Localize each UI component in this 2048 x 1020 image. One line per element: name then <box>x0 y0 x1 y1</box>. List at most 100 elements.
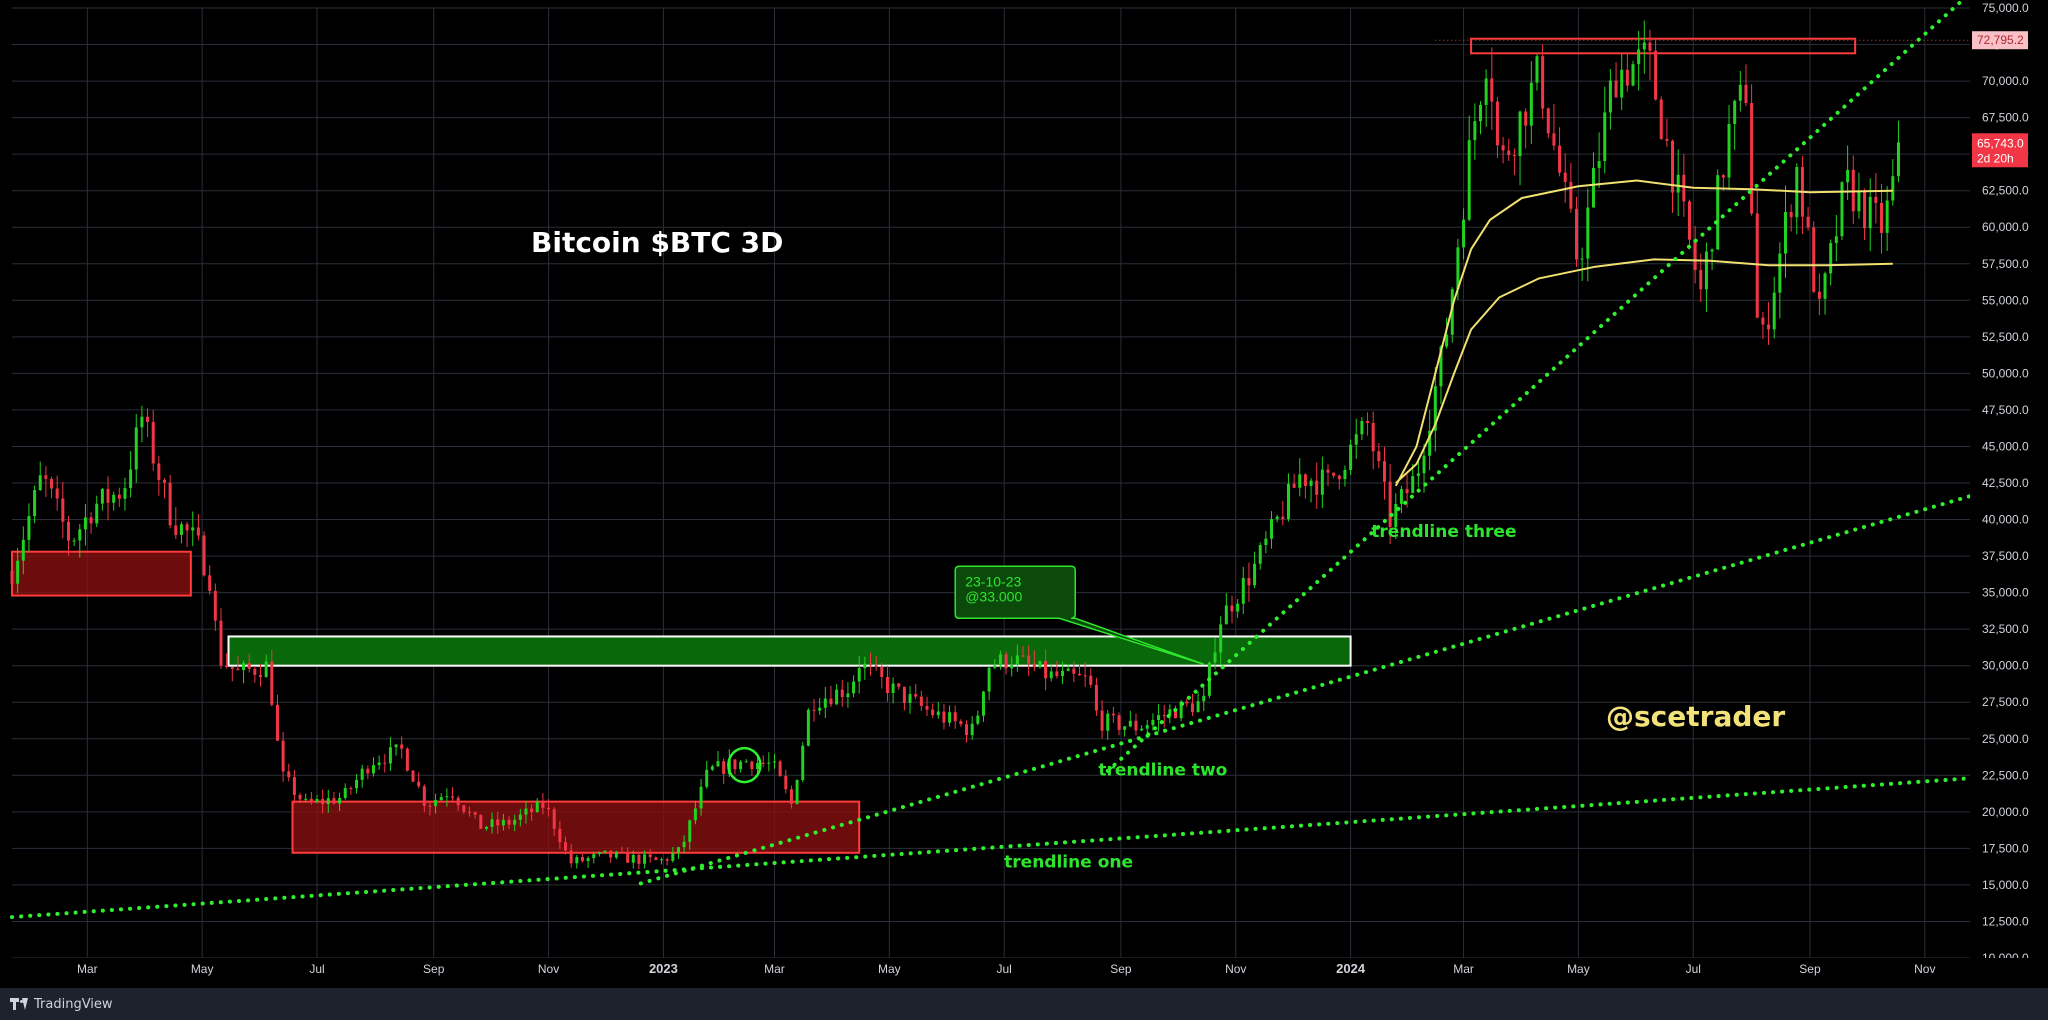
candle-down <box>185 524 189 531</box>
candle-down <box>456 797 460 806</box>
candle-up <box>1123 726 1127 730</box>
candle-down <box>880 666 884 678</box>
candle-up <box>1846 169 1850 183</box>
candle-down <box>1332 472 1336 476</box>
candle-up <box>78 529 82 541</box>
candle-up <box>1704 251 1708 290</box>
candle-up <box>1857 191 1861 212</box>
candle-down <box>1755 213 1759 318</box>
price-tick-label: 62,500.0 <box>1982 184 2029 198</box>
trendline <box>10 776 1970 920</box>
candle-up <box>1783 211 1787 254</box>
candle-down <box>552 809 556 829</box>
candle-up <box>1394 503 1398 528</box>
zones <box>11 37 1857 854</box>
candle-down <box>275 704 279 741</box>
candle-down <box>10 570 14 584</box>
time-tick-label: Sep <box>1799 962 1821 976</box>
candle-down <box>1303 474 1307 487</box>
candle-down <box>547 807 551 810</box>
circle-marker <box>727 746 762 784</box>
watermark-text: @scetrader <box>1606 700 1785 733</box>
candle-up <box>1236 603 1240 612</box>
price-tick-label: 45,000.0 <box>1982 439 2029 453</box>
candle-up <box>315 799 319 802</box>
candle-down <box>196 527 200 536</box>
candle-down <box>253 668 257 675</box>
candle-down <box>784 776 788 790</box>
time-tick-label: Nov <box>538 962 559 976</box>
candle-up <box>1603 112 1607 162</box>
time-tick-label: Jul <box>309 962 324 976</box>
candle-up <box>27 516 31 540</box>
price-tick-label: 20,000.0 <box>1982 805 2029 819</box>
candle-down <box>1699 269 1703 290</box>
candle-up <box>112 494 116 503</box>
candle-down <box>1524 111 1528 126</box>
time-tick-label: Nov <box>1914 962 1935 976</box>
candle-down <box>654 857 658 860</box>
tradingview-brand[interactable]: TradingView <box>10 997 113 1012</box>
candle-up <box>371 765 375 774</box>
candle-down <box>270 661 274 705</box>
price-tick-label: 52,500.0 <box>1982 330 2029 344</box>
candle-up <box>987 667 991 692</box>
trendline-label: trendline three <box>1371 522 1516 542</box>
candle-up <box>1349 444 1353 470</box>
grid-lines <box>12 7 1970 958</box>
candle-down <box>1744 84 1748 104</box>
candle-up <box>501 819 505 826</box>
candle-down <box>637 854 641 864</box>
candle-up <box>1151 719 1155 726</box>
candle-up <box>586 858 590 862</box>
last-price-badge <box>1972 133 2028 168</box>
candle-up <box>1479 104 1482 122</box>
candle-down <box>1117 715 1121 730</box>
candle-down <box>919 696 923 707</box>
candle-up <box>1038 661 1042 668</box>
price-tick-label: 75,000.0 <box>1982 1 2029 15</box>
candle-up <box>795 779 799 804</box>
candle-up <box>524 808 528 815</box>
price-tick-label: 57,500.0 <box>1982 257 2029 271</box>
candle-up <box>688 820 692 842</box>
price-chart[interactable]: 23-10-23@33.000 trendline one trendline tw… <box>0 0 1970 958</box>
candle-up <box>1157 715 1161 720</box>
candle-up <box>1778 253 1782 293</box>
candle-down <box>965 724 969 736</box>
candle-down <box>473 812 477 815</box>
candle-down <box>400 744 404 749</box>
candle-up <box>1010 664 1014 669</box>
candle-up <box>1840 182 1844 237</box>
candle-down <box>778 761 782 777</box>
resistance-price-badge <box>1972 31 2028 50</box>
candle-down <box>1789 211 1793 218</box>
candle-up <box>852 681 856 694</box>
candle-up <box>970 723 974 736</box>
candle-up <box>179 524 183 535</box>
trendline <box>638 494 1970 886</box>
price-tick-label: 47,500.0 <box>1982 403 2029 417</box>
candle-up <box>1179 701 1183 719</box>
candle-down <box>1405 489 1409 494</box>
moving-average-line <box>1394 179 1893 487</box>
red-zone <box>291 800 861 854</box>
price-axis[interactable]: 75,000.072,500.070,000.067,500.065,000.0… <box>1970 0 2048 965</box>
candle-up <box>671 853 675 861</box>
candle-up <box>1710 249 1714 252</box>
candle-down <box>1874 196 1878 203</box>
candle-down <box>174 525 178 535</box>
candle-up <box>1275 516 1279 520</box>
time-tick-label: Sep <box>1110 962 1132 976</box>
candle-down <box>366 768 370 774</box>
candle-down <box>1648 42 1652 51</box>
candle-down <box>869 663 873 666</box>
candle-up <box>434 800 438 807</box>
price-tick-label: 17,500.0 <box>1982 841 2029 855</box>
time-tick-label: Mar <box>764 962 785 976</box>
candle-up <box>1484 78 1488 105</box>
time-axis[interactable]: Mar May Jul Sep Nov 2023 Mar May Jul Sep Nov 2024 Ma… <box>0 958 1970 988</box>
candle-down <box>1687 201 1691 240</box>
candle-down <box>564 842 568 851</box>
candle-down <box>925 706 929 710</box>
